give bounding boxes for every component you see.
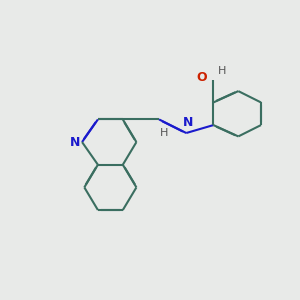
Text: H: H — [218, 66, 227, 76]
Text: O: O — [196, 71, 207, 84]
Text: N: N — [183, 116, 194, 129]
Text: H: H — [159, 128, 168, 138]
Text: N: N — [70, 136, 80, 148]
